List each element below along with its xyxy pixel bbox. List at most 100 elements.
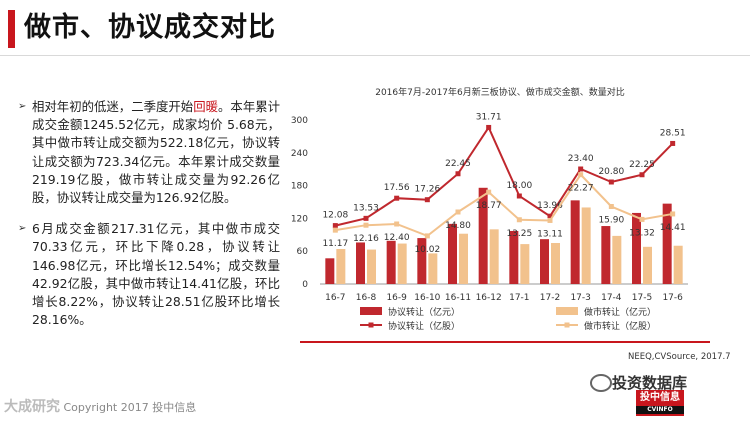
x-tick-label: 16-12 xyxy=(476,293,502,303)
point-protocol-volume xyxy=(608,179,614,185)
point-market-volume xyxy=(516,217,522,223)
footer-left: 大成研究 Copyright 2017 投中信息 xyxy=(4,396,196,416)
x-tick-label: 17-6 xyxy=(662,293,683,303)
label-protocol-volume: 17.26 xyxy=(414,185,440,195)
bar-market-amount xyxy=(643,246,652,284)
chart-title: 2016年7月-2017年6月新三板协议、做市成交金额、数量对比 xyxy=(375,88,625,98)
bar-protocol-amount xyxy=(570,200,580,284)
bullet-arrow-icon: ➢ xyxy=(18,101,27,112)
label-protocol-volume: 20.80 xyxy=(598,167,624,177)
point-protocol-volume xyxy=(639,172,645,178)
label-protocol-volume: 22.25 xyxy=(629,160,655,170)
bar-protocol-amount xyxy=(448,223,457,284)
bar-market-amount xyxy=(612,235,622,284)
bullet-arrow-icon: ➢ xyxy=(18,223,27,235)
legend-marker xyxy=(368,322,374,328)
label-protocol-volume: 13.96 xyxy=(537,201,563,211)
summary-bullet-2: ➢ 6月成交金额217.31亿元，其中做市成交70.33亿元，环比下降0.28，… xyxy=(18,220,280,329)
bar-protocol-amount xyxy=(632,212,641,284)
point-market-volume xyxy=(332,227,338,233)
point-protocol-volume xyxy=(578,166,584,172)
bar-market-amount xyxy=(367,249,376,284)
label-market-volume: 10.02 xyxy=(414,245,440,255)
legend-swatch xyxy=(556,307,578,315)
legend-swatch xyxy=(360,307,382,315)
bar-market-amount xyxy=(581,207,591,284)
label-market-volume: 14.41 xyxy=(660,223,686,233)
line-protocol-volume xyxy=(335,125,674,227)
bar-protocol-amount xyxy=(356,242,365,284)
y-tick-label: 300 xyxy=(291,116,308,126)
bar-market-amount xyxy=(459,233,468,284)
y-tick-label: 60 xyxy=(297,247,309,257)
label-protocol-volume: 13.53 xyxy=(353,203,379,213)
bar-market-amount xyxy=(336,249,346,284)
bar-protocol-amount xyxy=(601,226,611,284)
label-protocol-volume: 28.51 xyxy=(660,128,686,138)
bullet-1-post: 。本年累计成交金额1245.52亿元，成家均价 5.68元，其中做市转让成交额为… xyxy=(32,99,281,206)
label-market-volume: 13.32 xyxy=(629,228,655,238)
footer-copyright: Copyright 2017 投中信息 xyxy=(63,401,197,414)
bar-protocol-amount xyxy=(386,240,396,284)
bullet-2-text: 6月成交金额217.31亿元，其中做市成交70.33亿元，环比下降0.28，协议… xyxy=(32,221,280,328)
label-market-volume: 11.17 xyxy=(322,239,348,249)
x-tick-label: 16-9 xyxy=(386,293,407,303)
point-protocol-volume xyxy=(547,213,553,219)
bar-market-amount xyxy=(520,244,530,284)
brand-logo: 投中信息 CVINFO xyxy=(636,390,684,416)
title-divider xyxy=(0,55,750,56)
point-protocol-volume xyxy=(424,197,430,203)
watermark-text: 投资数据库 xyxy=(612,374,688,392)
point-protocol-volume xyxy=(332,223,338,229)
brand-name: 投中信息 xyxy=(640,392,680,403)
y-tick-label: 120 xyxy=(291,214,308,224)
bar-market-amount xyxy=(489,229,499,284)
label-protocol-volume: 18.00 xyxy=(506,181,532,191)
label-market-volume: 18.77 xyxy=(476,201,502,211)
source-note: NEEQ,CVSource, 2017.7 xyxy=(628,352,731,362)
line-market-volume xyxy=(335,173,673,238)
brand-sub: CVINFO xyxy=(636,406,684,414)
legend-label: 做市转让（亿股） xyxy=(584,320,656,332)
point-market-volume xyxy=(455,209,461,215)
label-protocol-volume: 22.45 xyxy=(445,159,471,169)
point-protocol-volume xyxy=(670,140,676,146)
bar-protocol-amount xyxy=(662,203,672,284)
label-protocol-volume: 12.08 xyxy=(322,211,348,221)
point-market-volume xyxy=(486,189,492,195)
bar-market-amount xyxy=(397,243,407,284)
legend-label: 协议转让（亿元） xyxy=(388,306,460,318)
y-tick-label: 0 xyxy=(302,280,308,290)
bar-protocol-amount xyxy=(478,187,488,284)
x-tick-label: 16-8 xyxy=(356,293,377,303)
label-protocol-volume: 17.56 xyxy=(384,183,410,193)
x-tick-label: 17-2 xyxy=(540,293,560,303)
y-tick-label: 180 xyxy=(291,182,308,192)
label-market-volume: 12.16 xyxy=(353,234,379,244)
point-protocol-volume xyxy=(394,195,400,201)
y-tick-label: 240 xyxy=(291,149,308,159)
label-protocol-volume: 23.40 xyxy=(568,154,594,164)
chart-bottom-rule xyxy=(300,341,710,343)
legend-label: 协议转让（亿股） xyxy=(388,320,460,332)
label-market-volume: 15.90 xyxy=(598,216,624,226)
bar-market-amount xyxy=(673,245,683,284)
point-protocol-volume xyxy=(516,193,522,199)
point-market-volume xyxy=(394,221,400,227)
point-market-volume xyxy=(363,222,369,228)
summary-text: ➢ 相对年初的低迷，二季度开始回暖。本年累计成交金额1245.52亿元，成家均价… xyxy=(18,98,280,342)
bar-protocol-amount xyxy=(509,230,519,284)
footer-logo: 大成研究 xyxy=(4,399,60,415)
label-market-volume: 12.40 xyxy=(384,233,410,243)
x-tick-label: 16-7 xyxy=(325,293,345,303)
bar-protocol-amount xyxy=(417,238,427,284)
bar-market-amount xyxy=(428,253,438,284)
x-tick-label: 16-10 xyxy=(414,293,440,303)
label-market-volume: 13.25 xyxy=(506,229,532,239)
bar-market-amount xyxy=(551,243,560,284)
point-protocol-volume xyxy=(363,215,369,221)
x-tick-label: 17-4 xyxy=(601,293,622,303)
point-market-volume xyxy=(578,172,584,178)
label-market-volume: 14.80 xyxy=(445,221,471,231)
x-tick-label: 17-1 xyxy=(509,293,529,303)
